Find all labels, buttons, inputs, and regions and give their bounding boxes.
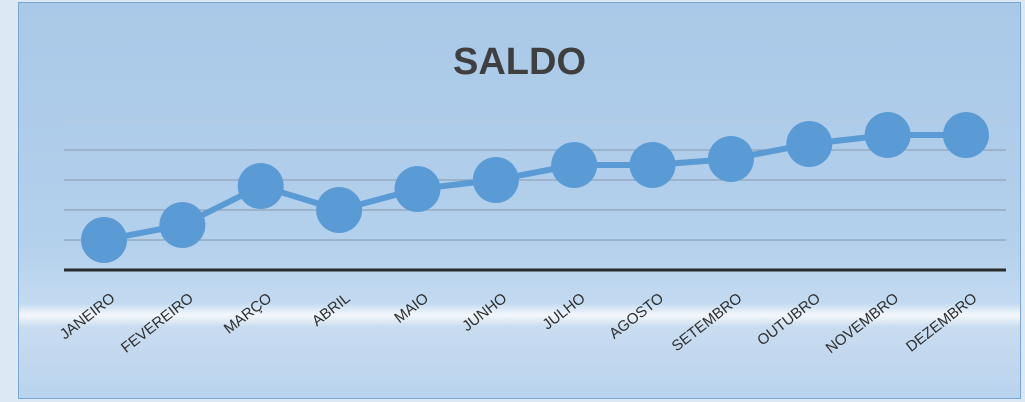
x-tick-labels: JANEIRO FEVEREIRO MARÇO ABRIL MAIO JUNHO JULHO… [57,290,981,357]
data-point-fevereiro [159,202,206,248]
data-points [81,112,989,263]
data-point-dezembro [943,112,989,158]
x-tick-label: NOVEMBRO [823,290,902,357]
data-point-abril [316,187,363,233]
x-tick-label: OUTUBRO [754,290,824,350]
data-point-julho [551,142,598,188]
x-tick-label: FEVEREIRO [118,290,197,357]
x-tick-label: SETEMBRO [669,290,746,355]
data-point-março [237,163,284,209]
data-point-outubro [786,121,833,167]
data-point-janeiro [81,217,127,263]
data-point-novembro [864,112,911,158]
data-point-junho [472,157,519,203]
x-tick-label: JULHO [539,290,588,334]
x-tick-label: JUNHO [459,290,510,335]
data-point-agosto [629,142,676,188]
data-point-setembro [707,136,754,182]
x-tick-label: AGOSTO [606,290,667,343]
x-tick-label: DEZEMBRO [903,290,980,356]
series-line-group [103,132,966,243]
gridlines [64,119,1006,241]
x-tick-label: MAIO [391,290,432,327]
chart-title: SALDO [453,41,586,83]
data-point-maio [394,166,441,212]
chart-frame: SALDO [18,2,1021,399]
series-line [103,132,966,243]
x-tick-label: MARÇO [221,290,275,338]
x-tick-label: JANEIRO [57,290,119,343]
x-tick-label: ABRIL [309,290,354,330]
